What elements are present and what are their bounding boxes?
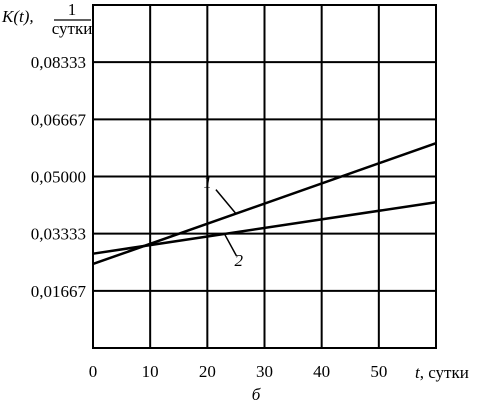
x-tick-label: 10 xyxy=(142,362,159,381)
y-tick-label: 0,01667 xyxy=(31,282,87,301)
series-label-2: 2 xyxy=(234,251,243,270)
y-tick-label: 0,03333 xyxy=(31,225,86,244)
y-axis-label-denominator: сутки xyxy=(52,19,93,38)
svg-text:K(t),: K(t), xyxy=(1,7,34,26)
y-axis-label-main: K(t), xyxy=(1,7,34,26)
x-tick-label: 20 xyxy=(199,362,216,381)
x-tick-label: 40 xyxy=(313,362,330,381)
x-tick-label: 0 xyxy=(89,362,98,381)
y-tick-label: 0,06667 xyxy=(31,110,87,129)
series-lines: 12 xyxy=(92,142,437,270)
tick-labels: 0 10 20 30 40 50 0,01667 0,03333 0,05000 0,06667 0… xyxy=(31,53,388,381)
x-tick-label: 50 xyxy=(370,362,387,381)
series-line-2 xyxy=(92,200,437,255)
series-leader-1 xyxy=(215,189,237,215)
grid xyxy=(92,4,437,349)
series-leader-2 xyxy=(223,233,238,257)
series-label-1: 1 xyxy=(203,173,212,192)
x-axis-label: t, сутки xyxy=(415,363,469,382)
x-tick-label: 30 xyxy=(256,362,273,381)
figure-caption: б xyxy=(252,385,261,404)
y-axis-label: K(t), 1 сутки xyxy=(1,0,92,38)
y-axis-label-numerator: 1 xyxy=(68,0,77,19)
y-tick-label: 0,08333 xyxy=(31,53,86,72)
y-tick-label: 0,05000 xyxy=(31,168,86,187)
